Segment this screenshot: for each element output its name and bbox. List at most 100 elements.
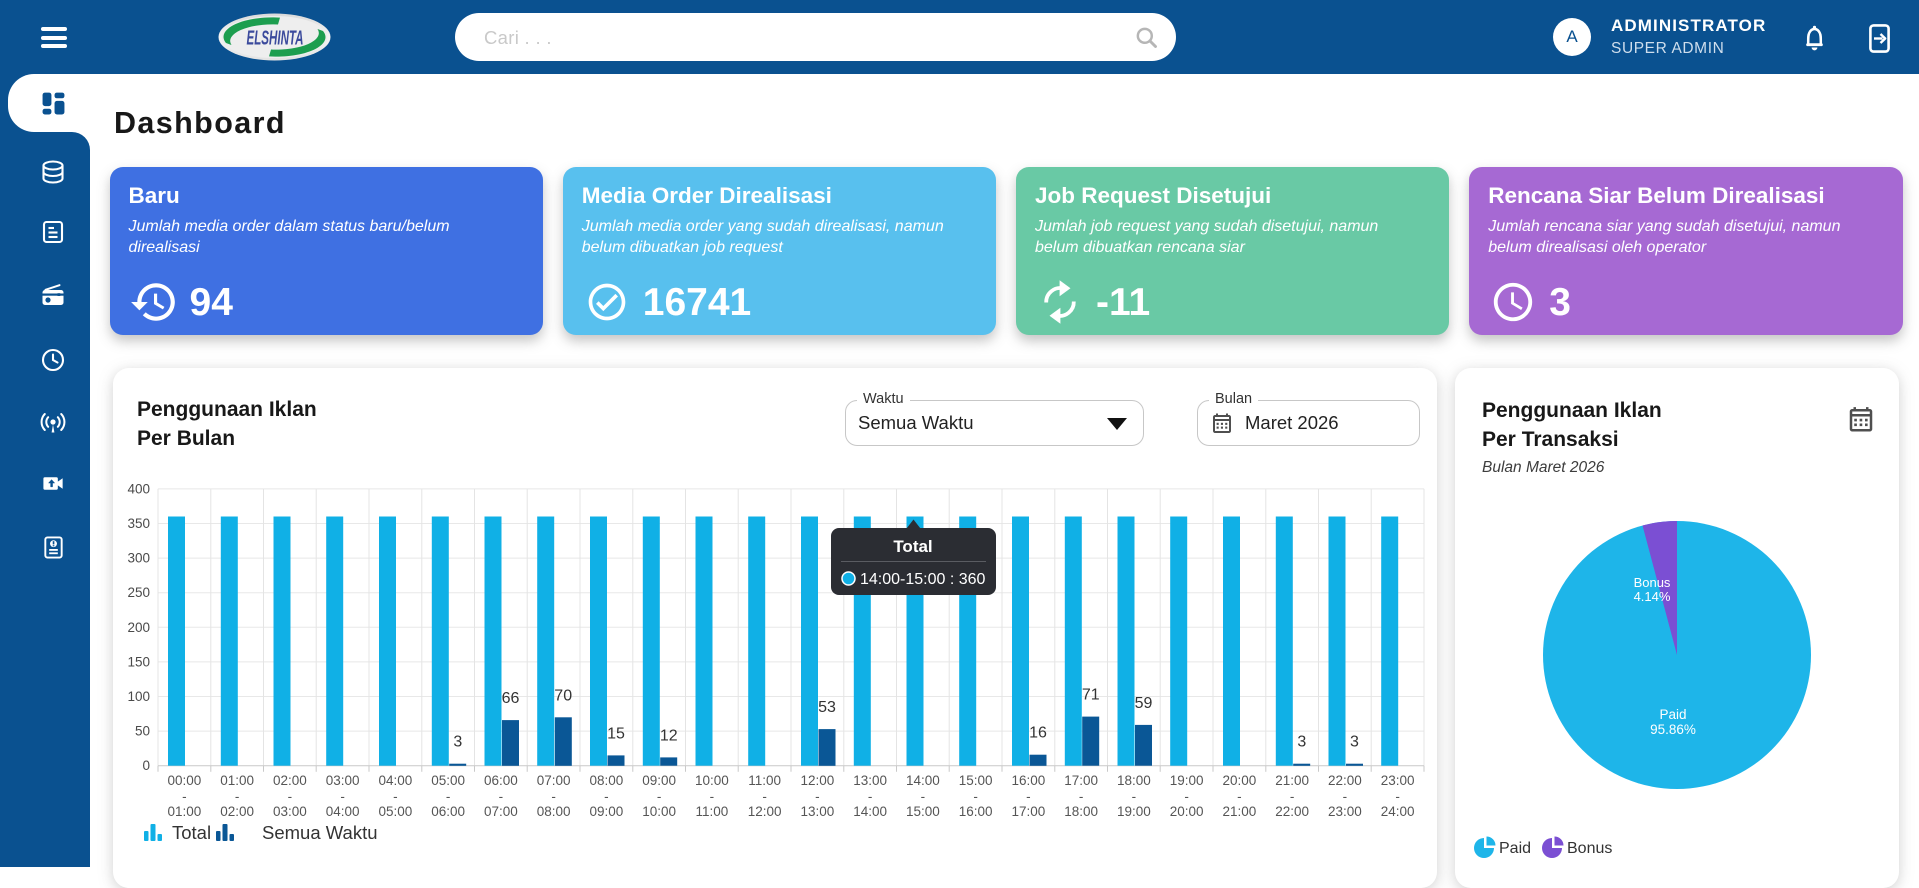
svg-text:-: - <box>710 789 715 804</box>
svg-text:15:00: 15:00 <box>906 804 940 819</box>
svg-text:250: 250 <box>127 585 150 600</box>
svg-text:Total: Total <box>893 537 932 556</box>
svg-text:-: - <box>182 789 187 804</box>
svg-text:16:00: 16:00 <box>1012 773 1046 788</box>
svg-text:-: - <box>235 789 240 804</box>
svg-text:-: - <box>1395 789 1400 804</box>
svg-text:02:00: 02:00 <box>273 773 307 788</box>
svg-text:18:00: 18:00 <box>1117 773 1151 788</box>
svg-text:71: 71 <box>1082 687 1100 704</box>
svg-text:04:00: 04:00 <box>326 804 360 819</box>
svg-text:12:00: 12:00 <box>801 773 835 788</box>
svg-text:350: 350 <box>127 516 150 531</box>
svg-text:01:00: 01:00 <box>220 773 254 788</box>
svg-text:01:00: 01:00 <box>168 804 202 819</box>
svg-text:-: - <box>762 789 767 804</box>
svg-text:00:00: 00:00 <box>168 773 202 788</box>
svg-text:23:00: 23:00 <box>1328 804 1362 819</box>
svg-text:4.14%: 4.14% <box>1634 589 1671 604</box>
svg-text:70: 70 <box>554 687 572 704</box>
svg-text:3: 3 <box>1297 734 1306 751</box>
svg-text:-: - <box>393 789 398 804</box>
svg-text:-: - <box>340 789 345 804</box>
svg-text:19:00: 19:00 <box>1117 804 1151 819</box>
svg-text:-: - <box>1290 789 1295 804</box>
svg-text:20:00: 20:00 <box>1223 773 1257 788</box>
svg-text:06:00: 06:00 <box>431 804 465 819</box>
svg-text:03:00: 03:00 <box>326 773 360 788</box>
svg-text:10:00: 10:00 <box>695 773 729 788</box>
svg-text:-: - <box>657 789 662 804</box>
svg-text:ELSHINTA: ELSHINTA <box>247 27 304 50</box>
svg-text:13:00: 13:00 <box>853 773 887 788</box>
svg-text:-: - <box>499 789 504 804</box>
svg-text:Paid: Paid <box>1659 707 1686 722</box>
svg-text:-: - <box>921 789 926 804</box>
svg-text:3: 3 <box>1350 734 1359 751</box>
svg-text:15:00: 15:00 <box>959 773 993 788</box>
svg-text:11:00: 11:00 <box>748 773 781 788</box>
svg-text:95.86%: 95.86% <box>1650 722 1696 737</box>
svg-text:-: - <box>1132 789 1137 804</box>
svg-text:17:00: 17:00 <box>1012 804 1046 819</box>
svg-text:400: 400 <box>127 481 150 496</box>
svg-text:-: - <box>1184 789 1189 804</box>
svg-text:Semua Waktu: Semua Waktu <box>262 822 378 843</box>
svg-text:14:00: 14:00 <box>853 804 887 819</box>
svg-text:200: 200 <box>127 620 150 635</box>
svg-text:-: - <box>1079 789 1084 804</box>
svg-text:-: - <box>288 789 293 804</box>
svg-text:07:00: 07:00 <box>484 804 518 819</box>
svg-text:22:00: 22:00 <box>1328 773 1362 788</box>
svg-text:07:00: 07:00 <box>537 773 571 788</box>
svg-text:-: - <box>446 789 451 804</box>
svg-text:50: 50 <box>135 724 150 739</box>
svg-text:20:00: 20:00 <box>1170 804 1204 819</box>
svg-text:02:00: 02:00 <box>220 804 254 819</box>
svg-text:14:00: 14:00 <box>906 773 940 788</box>
svg-text:3: 3 <box>453 734 462 751</box>
svg-text:100: 100 <box>127 689 150 704</box>
svg-text:16: 16 <box>1029 725 1047 742</box>
svg-text:-: - <box>1026 789 1031 804</box>
svg-text:Total: Total <box>172 822 211 843</box>
svg-text:-: - <box>604 789 609 804</box>
svg-text:17:00: 17:00 <box>1064 773 1098 788</box>
svg-text:08:00: 08:00 <box>590 773 624 788</box>
svg-text:11:00: 11:00 <box>696 804 729 819</box>
svg-text:Bonus: Bonus <box>1567 840 1612 857</box>
svg-text:0: 0 <box>142 758 150 773</box>
svg-text:23:00: 23:00 <box>1381 773 1415 788</box>
svg-text:-: - <box>973 789 978 804</box>
svg-text:10:00: 10:00 <box>642 804 676 819</box>
svg-text:300: 300 <box>127 551 150 566</box>
svg-text:14:00-15:00 : 360: 14:00-15:00 : 360 <box>860 571 986 588</box>
svg-text:09:00: 09:00 <box>590 804 624 819</box>
svg-text:66: 66 <box>502 690 520 707</box>
svg-text:Paid: Paid <box>1499 840 1531 857</box>
svg-text:12: 12 <box>660 727 678 744</box>
svg-text:16:00: 16:00 <box>959 804 993 819</box>
svg-text:04:00: 04:00 <box>379 773 413 788</box>
svg-text:59: 59 <box>1135 695 1153 712</box>
svg-text:05:00: 05:00 <box>379 804 413 819</box>
svg-text:13:00: 13:00 <box>801 804 835 819</box>
svg-text:21:00: 21:00 <box>1275 773 1309 788</box>
svg-text:08:00: 08:00 <box>537 804 571 819</box>
svg-text:18:00: 18:00 <box>1064 804 1098 819</box>
svg-text:06:00: 06:00 <box>484 773 518 788</box>
svg-text:21:00: 21:00 <box>1223 804 1257 819</box>
svg-text:03:00: 03:00 <box>273 804 307 819</box>
svg-text:-: - <box>1237 789 1242 804</box>
svg-text:09:00: 09:00 <box>642 773 676 788</box>
svg-text:-: - <box>868 789 873 804</box>
svg-text:05:00: 05:00 <box>431 773 465 788</box>
svg-text:-: - <box>815 789 820 804</box>
svg-text:12:00: 12:00 <box>748 804 782 819</box>
svg-text:24:00: 24:00 <box>1381 804 1415 819</box>
svg-text:53: 53 <box>818 699 836 716</box>
svg-text:-: - <box>551 789 556 804</box>
svg-text:150: 150 <box>127 654 150 669</box>
svg-text:Bonus: Bonus <box>1634 575 1671 590</box>
svg-text:19:00: 19:00 <box>1170 773 1204 788</box>
